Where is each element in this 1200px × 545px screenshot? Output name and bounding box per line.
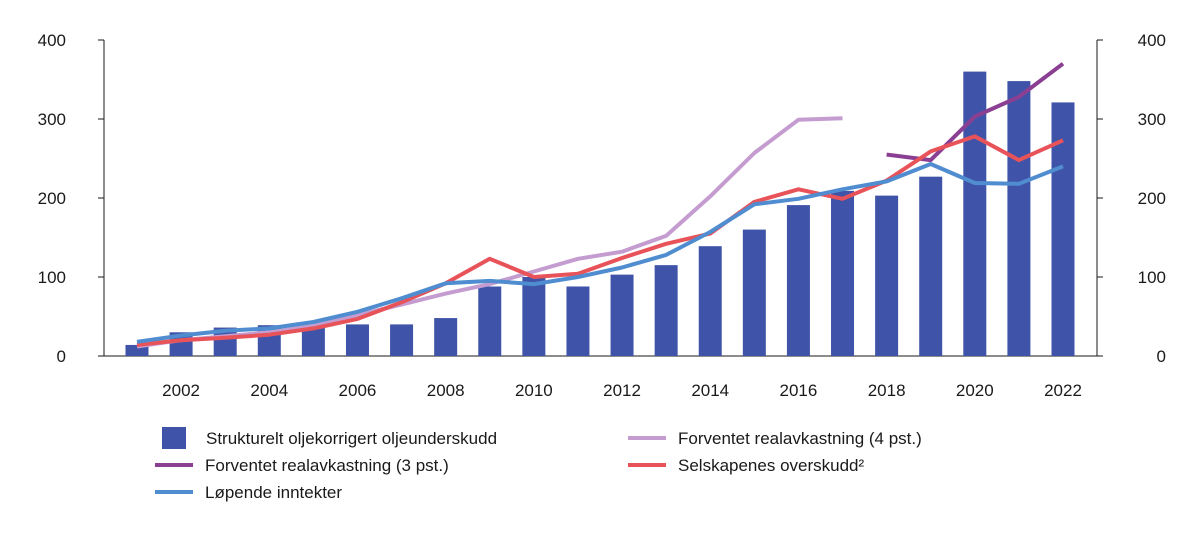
- y-tick-label-left: 400: [38, 31, 66, 50]
- bar: [345, 324, 369, 356]
- x-tick-label: 2014: [691, 381, 729, 400]
- legend-label: Løpende inntekter: [205, 483, 342, 502]
- y-tick-label-right: 100: [1138, 268, 1166, 287]
- legend-label: Forventet realavkastning (4 pst.): [678, 429, 922, 448]
- y-axis-left: 0 100 200 300 400: [38, 31, 104, 366]
- bar: [742, 229, 766, 356]
- x-tick-label: 2012: [603, 381, 641, 400]
- legend-item: Løpende inntekter: [155, 483, 342, 502]
- bar: [566, 286, 590, 356]
- bar: [1051, 102, 1075, 356]
- x-axis: 2002 2004 2006 2008 2010 2012 2014 2016 2018 2020…: [162, 381, 1082, 400]
- bar: [963, 71, 987, 356]
- x-tick-label: 2010: [515, 381, 553, 400]
- bar: [478, 286, 502, 356]
- y-tick-label-left: 300: [38, 110, 66, 129]
- y-axis-right: 0 100 200 300 400: [1097, 31, 1166, 366]
- x-tick-label: 2020: [956, 381, 994, 400]
- bar: [654, 265, 678, 356]
- bar: [698, 246, 722, 356]
- series-line: [136, 134, 1064, 347]
- bar: [434, 318, 458, 356]
- bar: [610, 274, 634, 356]
- line-series: [136, 62, 1065, 349]
- bar: [786, 205, 810, 356]
- legend-item: Strukturelt oljekorrigert oljeunderskudd: [162, 427, 497, 449]
- bar: [125, 344, 149, 356]
- legend-swatch: [162, 427, 186, 449]
- x-tick-label: 2008: [427, 381, 465, 400]
- x-tick-label: 2022: [1044, 381, 1082, 400]
- bar: [1007, 81, 1031, 356]
- bar: [301, 325, 325, 356]
- y-tick-label-left: 100: [38, 268, 66, 287]
- legend-item: Forventet realavkastning (3 pst.): [155, 456, 449, 475]
- x-tick-label: 2002: [162, 381, 200, 400]
- series-line: [136, 116, 843, 349]
- series-line: [136, 162, 1064, 344]
- y-tick-label-left: 0: [57, 347, 66, 366]
- x-tick-label: 2004: [250, 381, 288, 400]
- x-tick-label: 2018: [868, 381, 906, 400]
- y-tick-label-right: 300: [1138, 110, 1166, 129]
- bar: [390, 324, 414, 356]
- legend-label: Strukturelt oljekorrigert oljeunderskudd: [206, 429, 497, 448]
- bar: [831, 190, 855, 356]
- series-line: [886, 62, 1065, 163]
- legend-label: Forventet realavkastning (3 pst.): [205, 456, 449, 475]
- y-tick-label-left: 200: [38, 189, 66, 208]
- legend-item: Selskapenes overskudd²: [628, 456, 865, 475]
- axes: [103, 40, 1098, 357]
- y-tick-label-right: 400: [1138, 31, 1166, 50]
- x-tick-label: 2006: [339, 381, 377, 400]
- legend: Strukturelt oljekorrigert oljeunderskudd…: [155, 427, 922, 502]
- bar-series: [125, 71, 1075, 356]
- bar: [875, 195, 899, 356]
- bar: [919, 176, 943, 356]
- y-tick-label-right: 200: [1138, 189, 1166, 208]
- legend-label: Selskapenes overskudd²: [678, 456, 865, 475]
- y-tick-label-right: 0: [1157, 347, 1166, 366]
- x-tick-label: 2016: [780, 381, 818, 400]
- bar: [522, 277, 546, 356]
- legend-item: Forventet realavkastning (4 pst.): [628, 429, 922, 448]
